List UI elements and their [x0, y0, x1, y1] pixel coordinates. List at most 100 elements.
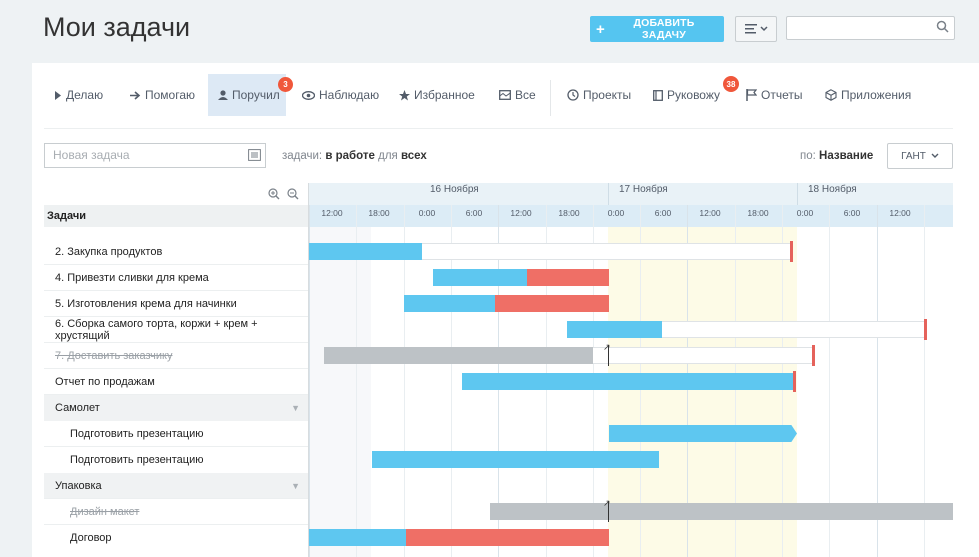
- tab-assigned-label: Поручил: [232, 88, 280, 102]
- plus-icon: +: [596, 20, 605, 38]
- task-filter: задачи: в работе для всех: [282, 150, 427, 162]
- task-completed-bar[interactable]: [490, 503, 953, 520]
- hour-label: 6:00: [465, 208, 483, 218]
- chevron-down-icon[interactable]: ▼: [291, 403, 300, 413]
- row-separator: [44, 342, 308, 343]
- task-row[interactable]: Подготовить презентацию: [44, 421, 308, 447]
- gantt-view-button[interactable]: ГАНТ: [887, 143, 953, 169]
- sort-control: по: Название: [800, 150, 873, 162]
- tab-projects[interactable]: Проекты: [567, 74, 631, 116]
- zoom-out-icon[interactable]: [287, 188, 299, 200]
- tabs-divider: [550, 80, 551, 116]
- task-title: Подготовить презентацию: [70, 428, 204, 440]
- row-separator: [44, 316, 308, 317]
- tab-helping[interactable]: Помогаю: [130, 74, 195, 116]
- chevron-down-icon: [931, 153, 939, 158]
- tab-bar: Делаю Помогаю Поручил 3 Наблюдаю Избранн…: [40, 74, 979, 116]
- task-title: 2. Закупка продуктов: [55, 246, 163, 258]
- today-marker: [608, 501, 609, 522]
- task-row[interactable]: 2. Закупка продуктов: [44, 239, 308, 265]
- task-bar[interactable]: [404, 295, 495, 312]
- hour-label: 6:00: [654, 208, 672, 218]
- task-bar[interactable]: [567, 321, 662, 338]
- row-separator: [44, 368, 308, 369]
- task-row[interactable]: Отчет по продажам: [44, 369, 308, 395]
- deadline-marker[interactable]: [790, 241, 793, 262]
- add-task-label: ДОБАВИТЬ ЗАДАЧУ: [633, 17, 695, 41]
- pin-icon: ↗: [603, 342, 611, 352]
- tab-doing-label: Делаю: [66, 88, 104, 102]
- tab-assigned[interactable]: Поручил: [208, 74, 286, 116]
- deadline-marker[interactable]: [793, 371, 796, 392]
- grid-column-line: [309, 205, 310, 557]
- tab-apps[interactable]: Приложения: [825, 74, 911, 116]
- task-title: Подготовить презентацию: [70, 454, 204, 466]
- task-title: 5. Изготовления крема для начинки: [55, 298, 237, 310]
- task-row[interactable]: 6. Сборка самого торта, коржи + крем + х…: [44, 317, 308, 343]
- hour-label: 0:00: [418, 208, 436, 218]
- search-input[interactable]: [786, 16, 955, 40]
- chevron-down-icon: [759, 26, 768, 32]
- tab-watching[interactable]: Наблюдаю: [302, 74, 379, 116]
- deadline-marker[interactable]: [924, 319, 927, 340]
- task-row[interactable]: Подготовить презентацию: [44, 447, 308, 473]
- task-bar[interactable]: [309, 529, 406, 546]
- group-row[interactable]: Упаковка ▼: [44, 473, 308, 499]
- cube-icon: [825, 89, 837, 101]
- task-overdue-bar[interactable]: [527, 269, 609, 286]
- filter-status[interactable]: в работе: [325, 150, 375, 162]
- play-icon: [55, 90, 61, 100]
- grid-column-line: [877, 205, 878, 557]
- task-row-completed[interactable]: Дизайн макет: [44, 499, 308, 525]
- sort-prefix: по:: [800, 150, 816, 162]
- task-bar[interactable]: [372, 451, 659, 468]
- hour-label: 0:00: [796, 208, 814, 218]
- sort-value[interactable]: Название: [819, 150, 874, 162]
- task-row[interactable]: 5. Изготовления крема для начинки: [44, 291, 308, 317]
- task-row-completed[interactable]: 7. Доставить заказчику: [44, 343, 308, 369]
- add-task-button[interactable]: + ДОБАВИТЬ ЗАДАЧУ: [590, 16, 724, 42]
- task-deadline-range: [593, 347, 814, 364]
- row-separator: [44, 264, 308, 265]
- group-title: Самолет: [55, 402, 100, 414]
- chevron-down-icon[interactable]: ▼: [291, 481, 300, 491]
- tab-managing[interactable]: Руковожу: [653, 74, 720, 116]
- deadline-marker[interactable]: [812, 345, 815, 366]
- tab-favorites[interactable]: Избранное: [399, 74, 475, 116]
- filter-scope[interactable]: всех: [400, 150, 427, 162]
- task-row[interactable]: Договор: [44, 525, 308, 551]
- flag-icon: [746, 89, 757, 101]
- task-bar[interactable]: [609, 425, 797, 442]
- task-completed-bar[interactable]: [324, 347, 593, 364]
- task-overdue-bar[interactable]: [406, 529, 609, 546]
- hour-label: 18:00: [747, 208, 769, 218]
- tab-reports[interactable]: Отчеты: [746, 74, 802, 116]
- gantt-left-header: [44, 183, 308, 205]
- grid-column-line: [829, 205, 830, 557]
- task-bar[interactable]: [309, 243, 422, 260]
- group-row[interactable]: Самолет ▼: [44, 395, 308, 421]
- search-icon[interactable]: [936, 20, 949, 33]
- new-task-input[interactable]: Новая задача: [44, 143, 266, 168]
- task-overdue-bar[interactable]: [495, 295, 609, 312]
- tab-projects-label: Проекты: [583, 88, 632, 102]
- view-menu-button[interactable]: [735, 16, 777, 42]
- tab-all[interactable]: Все: [499, 74, 536, 116]
- tab-favorites-label: Избранное: [414, 88, 475, 102]
- tab-helping-label: Помогаю: [145, 88, 196, 102]
- details-icon[interactable]: [248, 149, 261, 161]
- hour-label: 0:00: [607, 208, 625, 218]
- tab-all-label: Все: [515, 88, 536, 102]
- row-separator: [44, 524, 308, 525]
- task-bar[interactable]: [433, 269, 527, 286]
- day-label: 16 Ноября: [430, 184, 479, 195]
- zoom-in-icon[interactable]: [268, 188, 280, 200]
- weekend-column: [309, 227, 371, 557]
- grid-column-line: [404, 205, 405, 557]
- task-bar[interactable]: [462, 373, 794, 390]
- hour-label: 6:00: [843, 208, 861, 218]
- row-separator: [44, 394, 308, 395]
- task-row[interactable]: 4. Привезти сливки для крема: [44, 265, 308, 291]
- tab-doing[interactable]: Делаю: [54, 74, 103, 116]
- task-deadline-range: [662, 321, 927, 338]
